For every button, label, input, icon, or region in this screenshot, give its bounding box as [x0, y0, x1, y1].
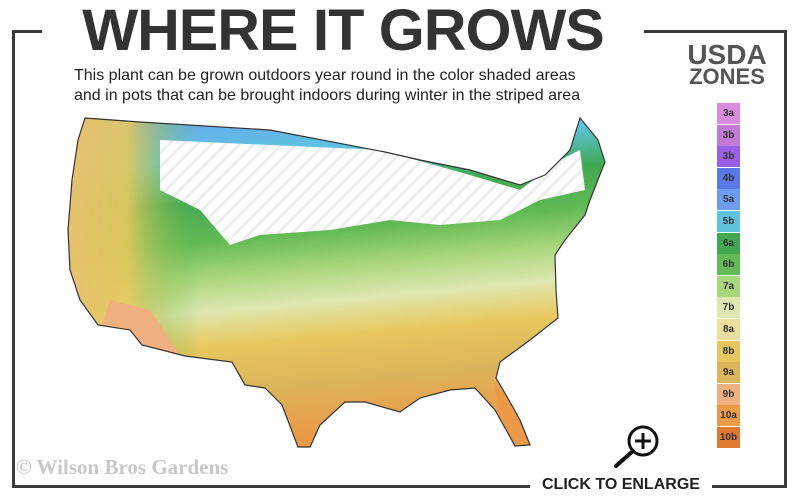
legend-swatch-7a: 7a: [717, 275, 740, 297]
subtitle-line-1: This plant can be grown outdoors year ro…: [74, 67, 576, 84]
legend-swatch-10a: 10a: [717, 405, 740, 427]
legend-swatch-5a: 5a: [717, 189, 740, 211]
click-to-enlarge-button[interactable]: CLICK TO ENLARGE: [530, 474, 712, 496]
subtitle: This plant can be grown outdoors year ro…: [74, 66, 580, 106]
legend-swatch-8b: 8b: [717, 340, 740, 362]
legend-title-zones: ZONES: [689, 64, 765, 89]
magnifier-plus-icon[interactable]: [610, 422, 665, 472]
legend-title: USDA ZONES: [672, 39, 782, 89]
subtitle-line-2: and in pots that can be brought indoors …: [74, 87, 581, 104]
legend-swatch-7b: 7b: [717, 297, 740, 319]
legend-swatch-10b: 10b: [717, 426, 740, 448]
legend-swatch-9b: 9b: [717, 383, 740, 405]
legend-swatch-8a: 8a: [717, 318, 740, 340]
legend-swatch-6a: 6a: [717, 232, 740, 254]
legend-swatch-4b: 4b: [717, 167, 740, 189]
zone-legend: 3a 3b 3b 4b 5a 5b 6a 6b 7a 7b 8a 8b 9a 9b 10a 10b: [717, 103, 740, 449]
legend-title-usda: USDA: [687, 39, 767, 70]
legend-swatch-3b: 3b: [717, 146, 740, 168]
map-fill: [68, 118, 605, 447]
legend-swatch-6b: 6b: [717, 254, 740, 276]
copyright-watermark: © Wilson Bros Gardens: [16, 455, 229, 479]
legend-swatch-3a: 3a: [717, 103, 740, 124]
legend-swatch-5b: 5b: [717, 210, 740, 232]
legend-swatch-9a: 9a: [717, 362, 740, 384]
page-title: WHERE IT GROWS: [42, 0, 644, 62]
legend-swatch-3b: 3b: [717, 124, 740, 146]
